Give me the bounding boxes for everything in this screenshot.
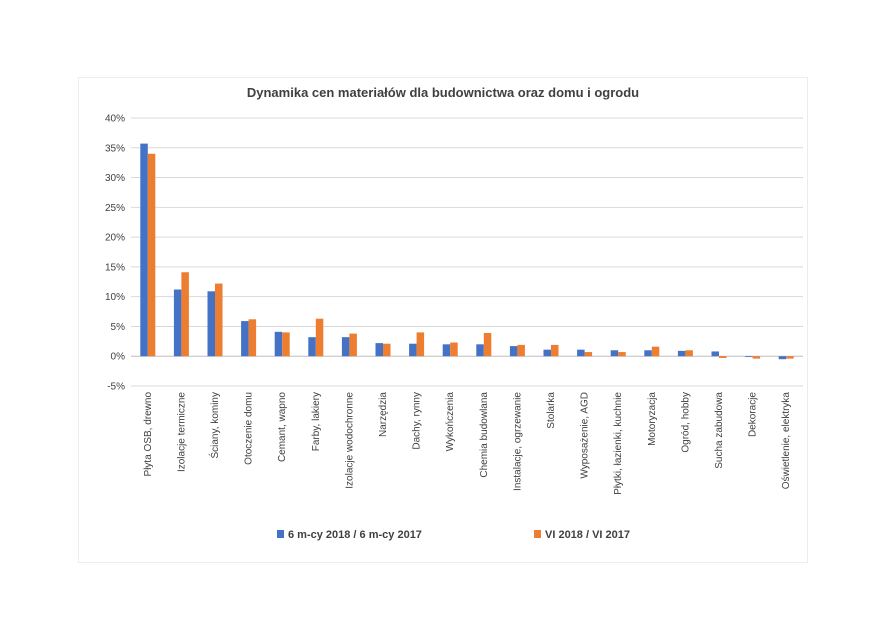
y-tick-label: 15%	[105, 262, 125, 273]
x-tick-label: Ściany, kominy	[208, 392, 221, 459]
bar-series-1	[644, 350, 652, 357]
bar-series-2	[349, 333, 357, 357]
bar-series-2	[786, 356, 794, 359]
x-tick-label: Stolarka	[546, 392, 557, 429]
bar-series-1	[173, 289, 182, 357]
bar-series-2	[584, 352, 593, 357]
bar-series-1	[241, 321, 249, 357]
bar-series-2	[383, 343, 391, 357]
y-tick-label: 5%	[111, 322, 126, 333]
x-tick-label: Wykończenia	[445, 392, 456, 452]
x-tick-label: Chemia budowlana	[479, 392, 490, 478]
y-tick-label: 20%	[105, 233, 125, 244]
x-tick-label: Motoryzacja	[647, 392, 658, 446]
x-tick-label: Oświetlenie, elektryka	[781, 392, 792, 490]
bar-series-2	[719, 356, 727, 359]
x-tick-label: Narzędzia	[378, 392, 389, 437]
x-tick-label: Farby, lakiery	[311, 392, 322, 451]
y-tick-label: 0%	[111, 352, 126, 363]
legend-label: VI 2018 / VI 2017	[545, 529, 630, 541]
bar-series-2	[416, 332, 425, 357]
bar-series-1	[308, 337, 316, 357]
bar-series-2	[215, 283, 223, 357]
bar-series-2	[248, 319, 257, 357]
bar-series-1	[509, 346, 518, 357]
bar-series-1	[543, 349, 551, 357]
chart-title: Dynamika cen materiałów dla budownictwa …	[247, 85, 639, 100]
bar-series-2	[685, 350, 693, 357]
bar-series-1	[711, 351, 719, 357]
bar-series-2	[315, 318, 324, 357]
bar-series-1	[375, 343, 383, 357]
y-tick-label: 10%	[105, 292, 125, 303]
y-tick-label: 25%	[105, 203, 125, 214]
bar-series-1	[442, 344, 451, 357]
bar-series-1	[577, 349, 585, 357]
x-tick-label: Płytki, łazienki, kuchnie	[613, 392, 624, 495]
legend-label: 6 m-cy 2018 / 6 m-cy 2017	[288, 529, 422, 541]
bar-series-1	[409, 343, 417, 357]
x-tick-labels: Płyta OSB, drewno Izolacje termiczne Ścian…	[143, 392, 792, 495]
bar-series-2	[651, 346, 660, 357]
x-tick-label: Wyposażenie, AGD	[580, 392, 591, 479]
y-tick-label: 40%	[105, 114, 125, 125]
chart-frame: Dynamika cen materiałów dla budownictwa …	[78, 77, 808, 563]
y-tick-label: 35%	[105, 143, 125, 154]
x-tick-label: Otoczenie domu	[244, 392, 255, 465]
bar-series-2	[752, 356, 761, 359]
y-tick-label: -5%	[107, 382, 125, 393]
bar-chart: Dynamika cen materiałów dla budownictwa …	[105, 85, 803, 541]
x-tick-label: Płyta OSB, drewno	[143, 392, 154, 477]
bar-series-1	[274, 331, 283, 357]
legend: 6 m-cy 2018 / 6 m-cy 2017 VI 2018 / VI 20…	[277, 529, 630, 541]
bar-series-1	[745, 356, 753, 358]
legend-swatch	[534, 530, 541, 538]
bar-series-2	[450, 342, 458, 357]
bar-series-2	[181, 272, 189, 357]
x-tick-label: Dachy, rynny	[412, 392, 423, 450]
bar-series-2	[551, 344, 559, 357]
x-tick-label: Sucha zabudowa	[714, 392, 725, 469]
bar-series-2	[618, 352, 626, 357]
grid-layer: 40% 35% 30% 25% 20% 15% 10% 5% 0% -5%	[105, 114, 803, 393]
legend-swatch	[277, 530, 284, 538]
bar-series-2	[147, 153, 156, 357]
bar-series-1	[207, 291, 215, 357]
bar-series-1	[677, 350, 686, 357]
bar-series-1	[778, 356, 787, 360]
x-tick-label: Izolacje termiczne	[176, 392, 187, 472]
x-tick-label: Cemant, wapno	[277, 392, 288, 462]
bar-series-1	[341, 337, 350, 357]
x-tick-label: Ogród, hobby	[680, 392, 691, 453]
bar-series-1	[476, 344, 484, 357]
bar-series-2	[483, 332, 492, 357]
x-tick-label: Instalacje, ogrzewanie	[512, 392, 523, 491]
y-tick-label: 30%	[105, 173, 125, 184]
bar-series-1	[140, 143, 148, 357]
x-tick-label: Izolacje wodochronne	[344, 392, 355, 489]
x-tick-label: Dekoracje	[748, 392, 759, 437]
bar-layer	[140, 143, 794, 360]
bar-series-2	[282, 332, 290, 357]
bar-series-2	[517, 344, 525, 357]
bar-series-1	[610, 350, 619, 357]
